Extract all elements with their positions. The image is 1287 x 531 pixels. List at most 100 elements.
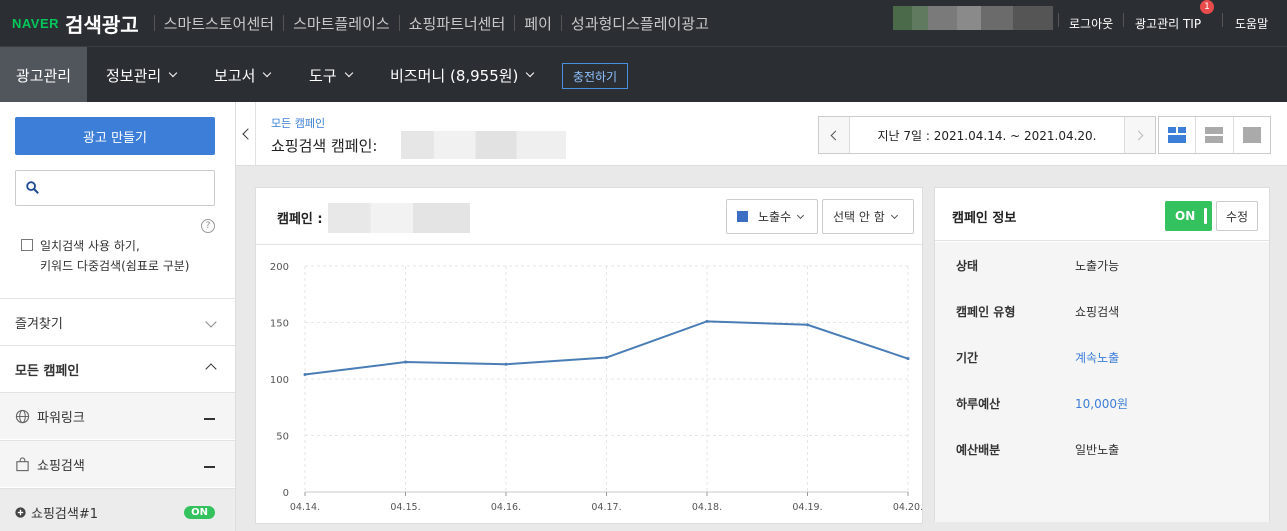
split-view-icon [1168,127,1187,143]
date-range-text[interactable]: 지난 7일 : 2021.04.14. ~ 2021.04.20. [877,128,1097,143]
naver-searchad-logo[interactable]: NAVER 검색광고 [0,0,139,46]
create-ad-button[interactable]: 광고 만들기 [15,117,215,155]
y-tick-label: 200 [270,262,289,273]
campaign-on-toggle[interactable]: ON [1165,201,1212,231]
view-single-button[interactable] [1234,117,1270,153]
chevron-down-icon [168,68,178,78]
info-key: 기간 [956,350,979,365]
sidebar: 광고 만들기 ? 일치검색 사용 하기, 키워드 다중검색(쉼표로 구분) 즐겨… [0,102,236,531]
data-point [404,360,407,364]
y-tick-label: 100 [270,375,289,386]
x-tick-label: 04.18. [692,502,722,513]
breadcrumb[interactable]: 모든 캠페인 [271,117,326,130]
chevron-down-icon [526,68,535,78]
sidebar-item-shopping[interactable]: 쇼핑검색 [0,440,235,487]
data-point [605,356,608,360]
info-panel-header: 캠페인 정보 ON 수정 [935,188,1269,241]
campaign-search-input[interactable] [15,170,215,206]
campaign-item-label: 쇼핑검색#1 [31,506,99,522]
prev-period-button[interactable] [819,117,850,153]
info-panel-body: 상태 노출가능 캠페인 유형 쇼핑검색 기간 계속노출 하루예산 10,000원… [935,242,1269,522]
main-header: 모든 캠페인 쇼핑검색 캠페인: 지난 7일 : 2021.04.14. ~ 2… [236,102,1287,166]
data-point [705,319,709,323]
menu-reports[interactable]: 보고서 [214,47,272,103]
ad-management-tip-link[interactable]: 광고관리 TIP [1135,16,1202,31]
menu-label: 정보관리 [106,66,162,85]
plus-circle-icon [15,506,26,518]
minus-icon [204,417,215,420]
next-period-button[interactable] [1124,117,1155,153]
info-value: 일반노출 [1075,442,1120,457]
menu-label: 비즈머니 (8,955원) [390,66,519,85]
campaign-name-redacted [328,203,470,233]
help-icon[interactable]: ? [201,219,215,233]
shopping-collapse[interactable] [204,457,215,472]
metric-select[interactable]: 노출수 [726,199,818,234]
y-tick-label: 150 [270,319,289,330]
divider [1058,13,1059,27]
nav-smartstore-center[interactable]: 스마트스토어센터 [163,14,275,33]
y-tick-label: 0 [283,488,289,499]
info-value-link[interactable]: 10,000원 [1075,396,1129,411]
chevron-up-icon [205,363,217,375]
shopping-label: 쇼핑검색 [37,458,85,474]
info-row-type: 캠페인 유형 쇼핑검색 [935,288,1269,334]
chart-panel-title: 캠페인 : [277,212,323,227]
nav-shopping-partner-center[interactable]: 쇼핑파트너센터 [408,14,506,33]
powerlink-collapse[interactable] [204,409,215,424]
y-tick-label: 50 [276,432,289,443]
view-split-button[interactable] [1159,117,1197,153]
tip-count-badge: 1 [1200,0,1214,14]
sidebar-item-all-campaigns[interactable]: 모든 캠페인 [0,345,235,392]
view-rows-button[interactable] [1196,117,1234,153]
metric-select-value: 노출수 [758,210,792,224]
x-tick-label: 04.19. [792,502,822,513]
info-key: 상태 [956,258,979,273]
compare-metric-select[interactable]: 선택 안 함 [822,199,914,234]
all-campaigns-label: 모든 캠페인 [15,363,80,379]
campaign-info-panel: 캠페인 정보 ON 수정 상태 노출가능 캠페인 유형 쇼핑검색 기간 계속노출… [934,187,1270,522]
nav-display-ads[interactable]: 성과형디스플레이광고 [570,14,709,33]
charge-button[interactable]: 충전하기 [562,63,628,89]
data-point [303,372,307,376]
sidebar-campaign-item[interactable]: 쇼핑검색#1 ON [0,488,235,531]
status-badge: ON [184,505,215,519]
logout-link[interactable]: 로그아웃 [1069,16,1114,31]
search-icon [26,181,39,194]
collapse-sidebar-button[interactable] [236,102,256,166]
nav-pay[interactable]: 페이 [524,14,552,33]
divider [514,15,516,31]
divider [283,15,285,31]
campaign-chart-panel: 캠페인 : 노출수 선택 안 함 0 50 100 150 200 04.14. 04.15… [255,187,923,524]
divider [153,15,155,31]
exact-search-label-line2: 키워드 다중검색(쉼표로 구분) [40,259,190,273]
sidebar-item-powerlink[interactable]: 파워링크 [0,392,235,439]
x-tick-label: 04.20. [893,502,922,513]
favorites-expand [205,315,217,330]
naver-logo-text: NAVER [12,15,60,31]
date-range-picker: 지난 7일 : 2021.04.14. ~ 2021.04.20. [818,116,1156,154]
user-account-redacted [893,6,1053,30]
info-value: 쇼핑검색 [1075,304,1120,319]
nav-smartplace[interactable]: 스마트플레이스 [293,14,390,33]
help-link[interactable]: 도움말 [1235,16,1269,31]
menu-tools[interactable]: 도구 [309,47,353,103]
chevron-down-icon [205,315,217,328]
menu-info-management[interactable]: 정보관리 [106,47,178,103]
info-value-link[interactable]: 계속노출 [1075,350,1120,365]
toggle-knob [1204,208,1207,224]
exact-search-checkbox[interactable] [21,239,33,251]
impressions-line-chart: 0 50 100 150 200 04.14. 04.15. 04.16. 04.17. 04.1… [270,262,922,513]
sidebar-item-favorites[interactable]: 즐겨찾기 [0,298,235,345]
info-key: 하루예산 [956,396,1001,411]
menu-ad-management[interactable]: 광고관리 [0,47,87,103]
data-point [806,323,809,327]
toggle-label: ON [1175,209,1196,223]
menu-label: 도구 [309,66,337,85]
favorites-label: 즐겨찾기 [15,316,63,332]
chevron-down-icon [344,68,353,78]
menu-bizmoney[interactable]: 비즈머니 (8,955원) [390,47,535,103]
edit-button[interactable]: 수정 [1216,201,1258,231]
globe-icon [15,409,30,423]
campaign-name-redacted [401,131,566,159]
